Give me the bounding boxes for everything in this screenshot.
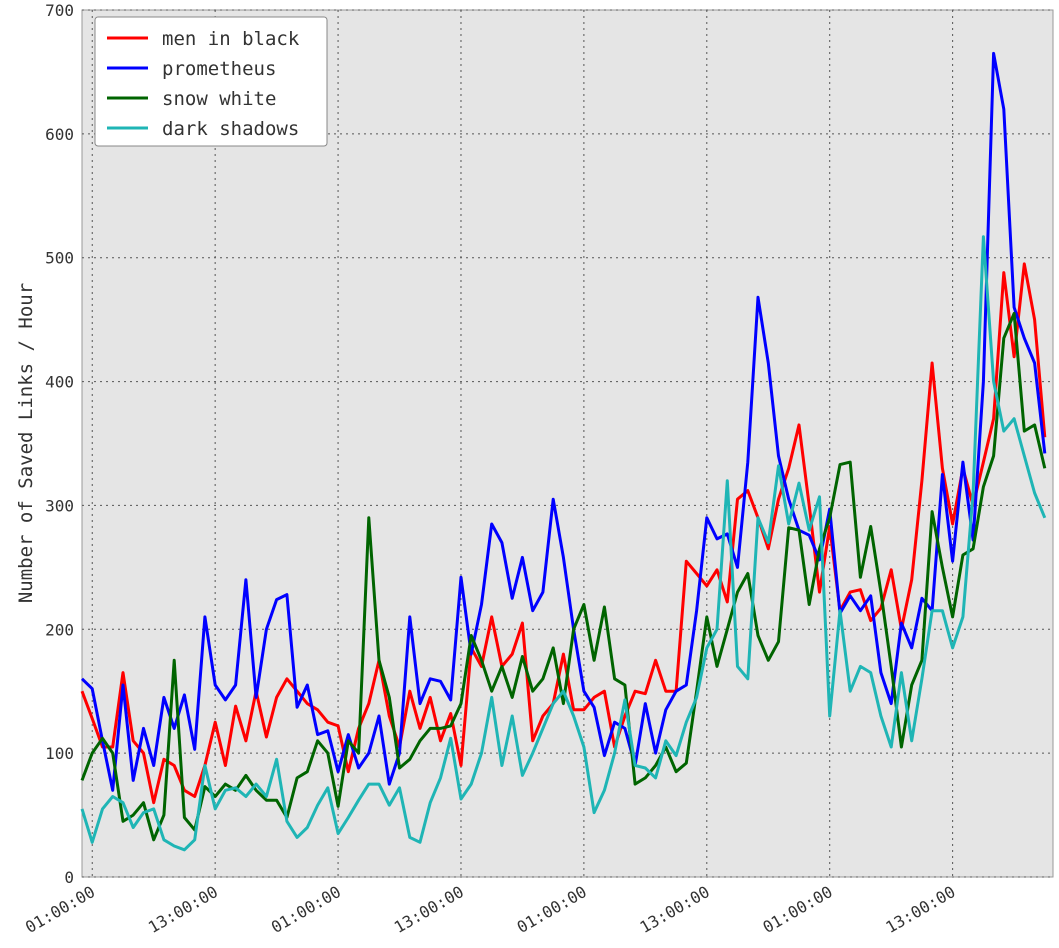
series-line	[80, 51, 1047, 792]
x-tick-label: 13:00:00	[882, 882, 958, 937]
x-tick-label: 01:00:00	[759, 882, 835, 937]
legend-box	[94, 16, 328, 147]
y-tick-label: 200	[45, 620, 74, 639]
y-tick-label: 700	[45, 1, 74, 20]
x-tick-label: 13:00:00	[391, 882, 467, 937]
legend-label: men in black	[162, 28, 300, 50]
series-line	[80, 311, 1047, 842]
x-tick-label: 01:00:00	[22, 882, 98, 937]
y-tick-label: 0	[64, 868, 74, 887]
x-tick-label: 13:00:00	[637, 882, 713, 937]
y-tick-label: 400	[45, 373, 74, 392]
y-tick-label: 300	[45, 496, 74, 515]
series-line	[80, 235, 1047, 852]
legend-label: snow white	[162, 88, 276, 110]
series-line	[80, 262, 1047, 805]
x-tick-label: 13:00:00	[145, 882, 221, 937]
y-tick-label: 600	[45, 125, 74, 144]
x-tick-label: 01:00:00	[514, 882, 590, 937]
x-tick-label: 01:00:00	[268, 882, 344, 937]
y-tick-label: 100	[45, 744, 74, 763]
y-tick-label: 500	[45, 249, 74, 268]
legend-label: dark shadows	[162, 118, 299, 140]
legend-label: prometheus	[162, 58, 276, 80]
y-axis-label: Number of Saved Links / Hour	[15, 283, 37, 603]
